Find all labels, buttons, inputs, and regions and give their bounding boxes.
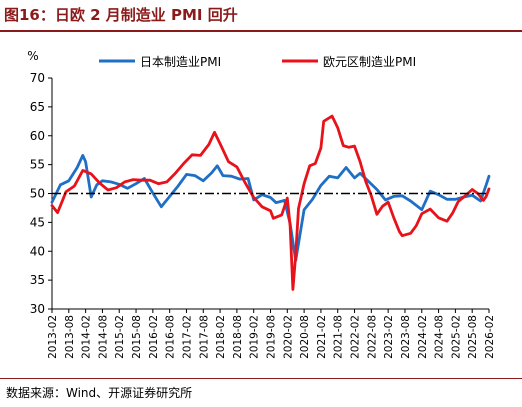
pmi-line-chart: % 30 35 40 45 50 55 60 65 70 2013-02 2013-08 2014-… — [27, 49, 496, 359]
y-tick-label: 50 — [30, 187, 45, 201]
x-tick-label: 2020-08 — [299, 315, 311, 359]
y-axis: 30 35 40 45 50 55 60 65 70 — [30, 71, 53, 316]
x-tick-label: 2014-08 — [97, 315, 109, 359]
bottom-rule — [0, 378, 522, 379]
source-note: 数据来源：Wind、开源证券研究所 — [6, 386, 193, 400]
legend-label: 欧元区制造业PMI — [323, 55, 416, 69]
y-tick-label: 60 — [30, 129, 45, 143]
y-tick-label: 65 — [30, 100, 45, 114]
x-tick-label: 2022-02 — [350, 315, 362, 359]
x-axis: 2013-02 2013-08 2014-02 2014-08 2015-02 2015-… — [47, 308, 496, 359]
legend: 日本制造业PMI 欧元区制造业PMI — [99, 55, 416, 69]
y-unit-label: % — [27, 49, 38, 63]
y-tick-label: 45 — [30, 215, 45, 229]
legend-label: 日本制造业PMI — [140, 55, 221, 69]
x-tick-label: 2023-02 — [383, 315, 395, 359]
figure-title: 图16：日欧 2 月制造业 PMI 回升 — [4, 6, 238, 24]
x-tick-label: 2026-02 — [484, 315, 496, 359]
x-tick-label: 2016-02 — [148, 315, 160, 359]
x-tick-label: 2023-08 — [400, 315, 412, 359]
x-tick-label: 2024-08 — [434, 315, 446, 359]
eurozone-pmi-line — [50, 114, 491, 291]
x-tick-label: 2013-02 — [47, 315, 59, 359]
x-tick-label: 2020-02 — [282, 315, 294, 359]
x-tick-label: 2018-02 — [215, 315, 227, 359]
x-tick-label: 2025-08 — [467, 315, 479, 359]
x-tick-label: 2021-02 — [316, 315, 328, 359]
series-lines — [50, 114, 491, 291]
x-tick-label: 2024-02 — [417, 315, 429, 359]
y-tick-label: 40 — [30, 244, 45, 258]
x-tick-label: 2019-02 — [249, 315, 261, 359]
japan-pmi-line — [50, 154, 491, 262]
x-tick-label: 2015-02 — [114, 315, 126, 359]
y-tick-label: 55 — [30, 158, 45, 172]
x-tick-label: 2015-08 — [131, 315, 143, 359]
x-tick-label: 2017-08 — [198, 315, 210, 359]
x-tick-label: 2021-08 — [333, 315, 345, 359]
title-rule — [0, 30, 522, 32]
x-tick-label: 2014-02 — [81, 315, 93, 359]
y-tick-label: 70 — [30, 71, 45, 85]
x-tick-label: 2017-02 — [181, 315, 193, 359]
x-tick-label: 2025-02 — [450, 315, 462, 359]
y-tick-label: 30 — [30, 302, 45, 316]
x-tick-label: 2018-08 — [232, 315, 244, 359]
x-tick-label: 2022-08 — [366, 315, 378, 359]
x-tick-label: 2016-08 — [165, 315, 177, 359]
y-tick-label: 35 — [30, 273, 45, 287]
x-tick-label: 2013-08 — [64, 315, 76, 359]
x-tick-label: 2019-08 — [266, 315, 278, 359]
